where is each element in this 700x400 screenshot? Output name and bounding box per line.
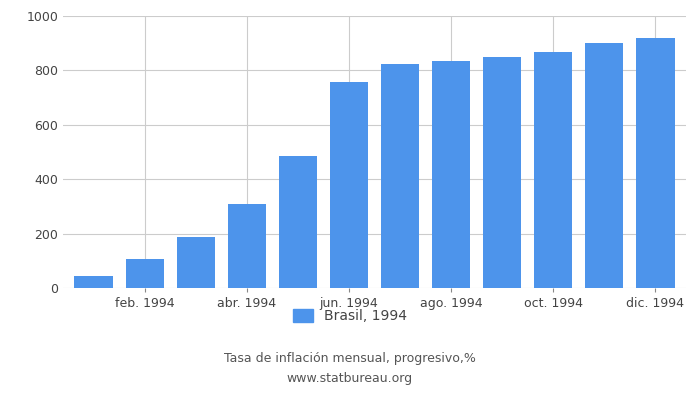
Bar [74, 276, 113, 288]
Bar [125, 259, 164, 288]
Bar [483, 57, 522, 288]
Bar [176, 237, 215, 288]
Legend: Brasil, 1994: Brasil, 1994 [293, 309, 407, 323]
Bar [432, 61, 470, 288]
Text: Tasa de inflación mensual, progresivo,%: Tasa de inflación mensual, progresivo,% [224, 352, 476, 365]
Bar [534, 52, 573, 288]
Bar [636, 38, 675, 288]
Bar [228, 204, 266, 288]
Bar [330, 82, 368, 288]
Bar [381, 64, 419, 288]
Bar [585, 43, 624, 288]
Text: www.statbureau.org: www.statbureau.org [287, 372, 413, 385]
Bar [279, 156, 317, 288]
